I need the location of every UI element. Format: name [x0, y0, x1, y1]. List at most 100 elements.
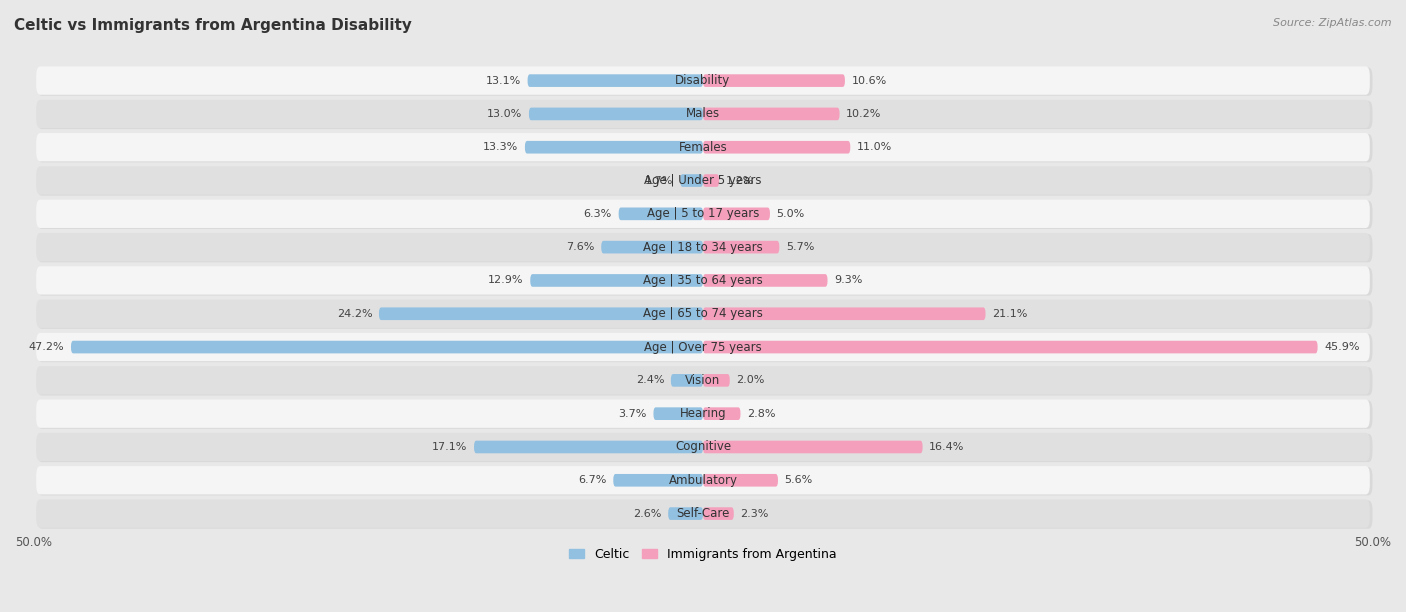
Text: 2.4%: 2.4%	[636, 375, 664, 386]
FancyBboxPatch shape	[681, 174, 703, 187]
Text: Ambulatory: Ambulatory	[668, 474, 738, 487]
Text: 2.3%: 2.3%	[741, 509, 769, 518]
FancyBboxPatch shape	[37, 133, 1369, 162]
FancyBboxPatch shape	[38, 201, 1372, 229]
Text: 24.2%: 24.2%	[336, 308, 373, 319]
Text: 5.7%: 5.7%	[786, 242, 814, 252]
Text: 9.3%: 9.3%	[834, 275, 863, 285]
FancyBboxPatch shape	[703, 408, 741, 420]
FancyBboxPatch shape	[38, 67, 1372, 95]
Text: 7.6%: 7.6%	[567, 242, 595, 252]
Text: 11.0%: 11.0%	[858, 142, 893, 152]
Text: Age | 5 to 17 years: Age | 5 to 17 years	[647, 207, 759, 220]
Text: 1.7%: 1.7%	[645, 176, 673, 185]
FancyBboxPatch shape	[37, 233, 1369, 261]
Text: Celtic vs Immigrants from Argentina Disability: Celtic vs Immigrants from Argentina Disa…	[14, 18, 412, 34]
Text: Age | 35 to 64 years: Age | 35 to 64 years	[643, 274, 763, 287]
FancyBboxPatch shape	[37, 366, 1369, 395]
FancyBboxPatch shape	[38, 300, 1372, 329]
FancyBboxPatch shape	[38, 467, 1372, 496]
FancyBboxPatch shape	[527, 74, 703, 87]
FancyBboxPatch shape	[37, 333, 1369, 361]
FancyBboxPatch shape	[703, 74, 845, 87]
Text: 12.9%: 12.9%	[488, 275, 523, 285]
FancyBboxPatch shape	[703, 307, 986, 320]
Text: Males: Males	[686, 108, 720, 121]
Text: 6.3%: 6.3%	[583, 209, 612, 219]
FancyBboxPatch shape	[37, 400, 1369, 428]
FancyBboxPatch shape	[703, 141, 851, 154]
FancyBboxPatch shape	[70, 341, 703, 353]
FancyBboxPatch shape	[38, 234, 1372, 263]
FancyBboxPatch shape	[602, 241, 703, 253]
Text: Self-Care: Self-Care	[676, 507, 730, 520]
Text: Age | 18 to 34 years: Age | 18 to 34 years	[643, 241, 763, 253]
Text: 3.7%: 3.7%	[619, 409, 647, 419]
Text: Age | Under 5 years: Age | Under 5 years	[644, 174, 762, 187]
FancyBboxPatch shape	[38, 101, 1372, 129]
FancyBboxPatch shape	[703, 507, 734, 520]
Text: 2.0%: 2.0%	[737, 375, 765, 386]
FancyBboxPatch shape	[703, 441, 922, 453]
FancyBboxPatch shape	[671, 374, 703, 387]
Text: 5.0%: 5.0%	[776, 209, 804, 219]
Text: 13.0%: 13.0%	[486, 109, 522, 119]
FancyBboxPatch shape	[38, 167, 1372, 196]
FancyBboxPatch shape	[703, 374, 730, 387]
FancyBboxPatch shape	[38, 434, 1372, 462]
FancyBboxPatch shape	[703, 241, 779, 253]
FancyBboxPatch shape	[703, 274, 828, 287]
FancyBboxPatch shape	[38, 267, 1372, 296]
FancyBboxPatch shape	[37, 67, 1369, 95]
FancyBboxPatch shape	[37, 200, 1369, 228]
Text: 13.1%: 13.1%	[485, 76, 520, 86]
Text: 10.6%: 10.6%	[852, 76, 887, 86]
Text: 10.2%: 10.2%	[846, 109, 882, 119]
FancyBboxPatch shape	[703, 108, 839, 120]
Text: Cognitive: Cognitive	[675, 441, 731, 453]
Text: 16.4%: 16.4%	[929, 442, 965, 452]
Text: 2.8%: 2.8%	[747, 409, 776, 419]
FancyBboxPatch shape	[703, 207, 770, 220]
FancyBboxPatch shape	[474, 441, 703, 453]
FancyBboxPatch shape	[529, 108, 703, 120]
FancyBboxPatch shape	[38, 400, 1372, 429]
Text: 13.3%: 13.3%	[484, 142, 519, 152]
FancyBboxPatch shape	[530, 274, 703, 287]
Text: Females: Females	[679, 141, 727, 154]
FancyBboxPatch shape	[668, 507, 703, 520]
FancyBboxPatch shape	[37, 166, 1369, 195]
Text: 6.7%: 6.7%	[578, 476, 606, 485]
FancyBboxPatch shape	[37, 433, 1369, 461]
Text: Age | Over 75 years: Age | Over 75 years	[644, 340, 762, 354]
FancyBboxPatch shape	[37, 266, 1369, 294]
Text: 5.6%: 5.6%	[785, 476, 813, 485]
FancyBboxPatch shape	[703, 341, 1317, 353]
Text: Hearing: Hearing	[679, 407, 727, 420]
FancyBboxPatch shape	[37, 300, 1369, 328]
FancyBboxPatch shape	[37, 466, 1369, 494]
Text: Vision: Vision	[685, 374, 721, 387]
FancyBboxPatch shape	[613, 474, 703, 487]
Text: 45.9%: 45.9%	[1324, 342, 1360, 352]
Text: Age | 65 to 74 years: Age | 65 to 74 years	[643, 307, 763, 320]
Legend: Celtic, Immigrants from Argentina: Celtic, Immigrants from Argentina	[564, 543, 842, 566]
Text: 17.1%: 17.1%	[432, 442, 467, 452]
Text: 47.2%: 47.2%	[28, 342, 65, 352]
Text: 2.6%: 2.6%	[633, 509, 661, 518]
Text: 21.1%: 21.1%	[993, 308, 1028, 319]
Text: Source: ZipAtlas.com: Source: ZipAtlas.com	[1274, 18, 1392, 28]
FancyBboxPatch shape	[654, 408, 703, 420]
FancyBboxPatch shape	[524, 141, 703, 154]
FancyBboxPatch shape	[38, 334, 1372, 362]
FancyBboxPatch shape	[619, 207, 703, 220]
FancyBboxPatch shape	[37, 100, 1369, 128]
FancyBboxPatch shape	[703, 174, 718, 187]
FancyBboxPatch shape	[380, 307, 703, 320]
FancyBboxPatch shape	[37, 499, 1369, 528]
Text: Disability: Disability	[675, 74, 731, 87]
FancyBboxPatch shape	[38, 501, 1372, 529]
FancyBboxPatch shape	[703, 474, 778, 487]
FancyBboxPatch shape	[38, 134, 1372, 162]
FancyBboxPatch shape	[38, 367, 1372, 395]
